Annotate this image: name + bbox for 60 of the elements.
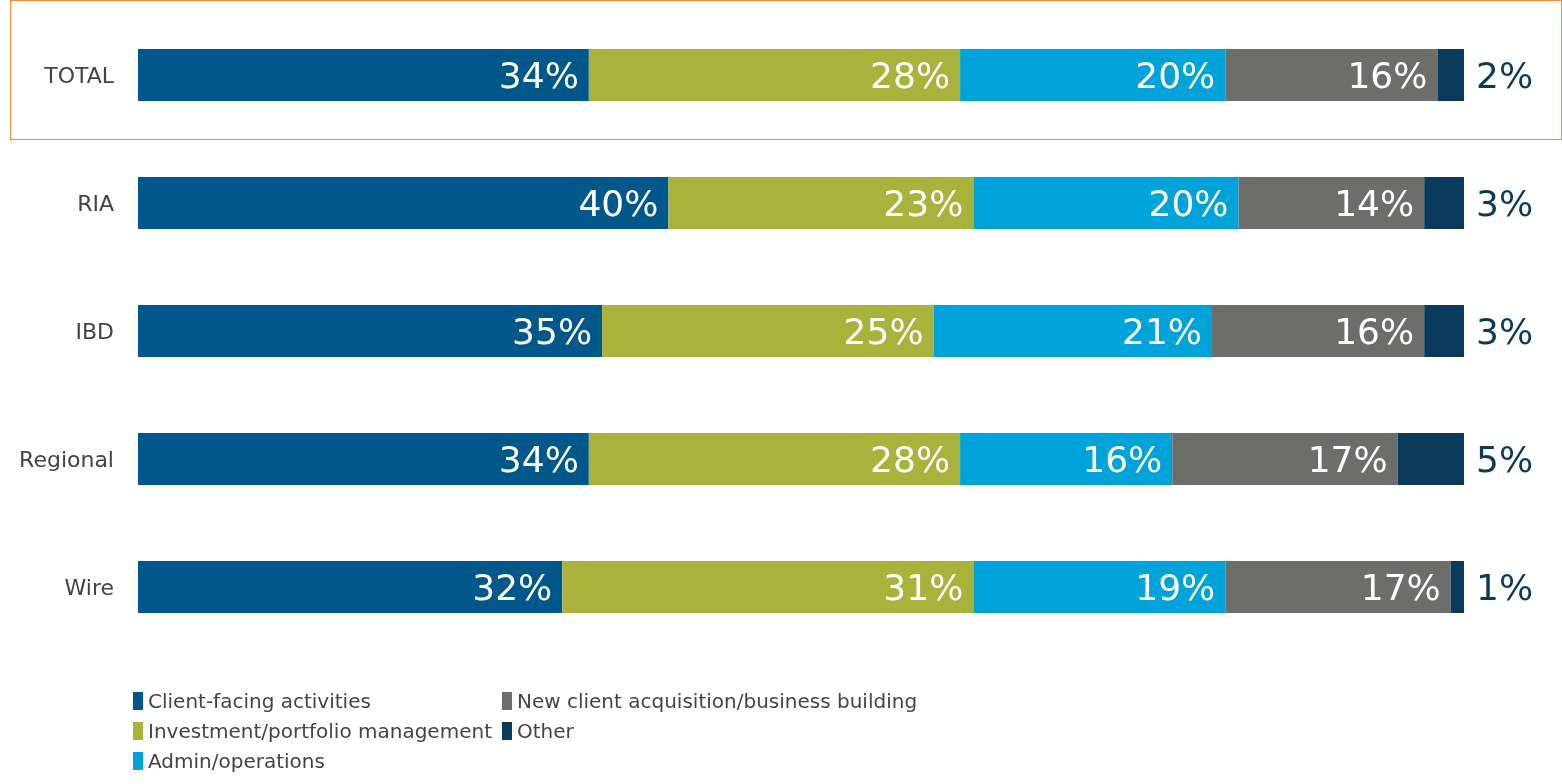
bar [138, 433, 589, 485]
data-label: 23% [883, 182, 964, 224]
data-label: 14% [1334, 182, 1415, 224]
data-label: 34% [498, 54, 579, 96]
data-label: 31% [883, 566, 964, 608]
bar [588, 49, 961, 101]
bar [562, 561, 974, 613]
bar [973, 561, 1226, 613]
bar [1424, 305, 1464, 357]
data-label: 2% [1476, 54, 1534, 96]
y-tick-label: RIA [77, 190, 114, 216]
bar [933, 305, 1213, 357]
bar [960, 49, 1226, 101]
bar [138, 561, 563, 613]
data-label: 34% [498, 438, 579, 480]
y-tick-label: Wire [64, 574, 114, 600]
bar [973, 177, 1239, 229]
data-label: 28% [870, 54, 951, 96]
bar [960, 433, 1173, 485]
bar [602, 305, 934, 357]
data-label: 28% [870, 438, 951, 480]
bar [1424, 177, 1464, 229]
data-label: 1% [1476, 566, 1534, 608]
bar [1172, 433, 1398, 485]
data-label: 25% [843, 310, 924, 352]
legend-label: Other [516, 719, 575, 743]
data-label: 35% [512, 310, 593, 352]
bar [588, 433, 961, 485]
y-tick-label: IBD [75, 318, 114, 344]
data-label: 16% [1334, 310, 1415, 352]
data-label: 20% [1148, 182, 1229, 224]
bar [1397, 433, 1464, 485]
data-label: 3% [1476, 310, 1534, 352]
bar [1437, 49, 1464, 101]
y-tick-label: Regional [19, 446, 114, 472]
legend-label: Client-facing activities [148, 689, 371, 713]
data-label: 21% [1122, 310, 1203, 352]
data-label: 32% [472, 566, 553, 608]
bar [138, 49, 589, 101]
data-label: 19% [1135, 566, 1216, 608]
data-label: 16% [1082, 438, 1163, 480]
data-label: 17% [1307, 438, 1388, 480]
data-label: 20% [1135, 54, 1216, 96]
bar [668, 177, 974, 229]
legend-label: Admin/operations [148, 749, 325, 773]
legend-label: New client acquisition/business building [516, 689, 918, 713]
data-label: 5% [1476, 438, 1534, 480]
data-label: 40% [578, 182, 659, 224]
data-label: 3% [1476, 182, 1534, 224]
data-label: 17% [1360, 566, 1441, 608]
bar [1225, 49, 1438, 101]
legend-label: Investment/portfolio management [148, 719, 493, 743]
bar [1238, 177, 1425, 229]
bar [1450, 561, 1464, 613]
bar [1212, 305, 1425, 357]
bar [1225, 561, 1451, 613]
bar [138, 305, 603, 357]
data-label: 16% [1347, 54, 1428, 96]
bar [138, 177, 669, 229]
y-tick-label: TOTAL [43, 62, 115, 88]
